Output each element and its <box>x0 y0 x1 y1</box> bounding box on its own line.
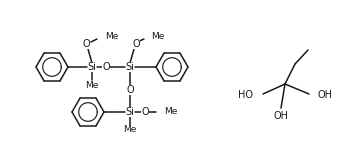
Text: Me: Me <box>85 80 99 90</box>
Text: Me: Me <box>164 108 177 117</box>
Text: O: O <box>141 107 149 117</box>
Text: OH: OH <box>274 111 289 121</box>
Text: O: O <box>132 39 140 49</box>
Text: Si: Si <box>88 62 97 72</box>
Text: O: O <box>82 39 90 49</box>
Text: Si: Si <box>126 62 134 72</box>
Text: O: O <box>126 85 134 95</box>
Text: OH: OH <box>317 90 332 100</box>
Text: O: O <box>102 62 110 72</box>
Text: HO: HO <box>238 90 253 100</box>
Text: Me: Me <box>151 32 164 41</box>
Text: Me: Me <box>105 32 118 41</box>
Text: Si: Si <box>126 107 134 117</box>
Text: Me: Me <box>123 125 137 134</box>
